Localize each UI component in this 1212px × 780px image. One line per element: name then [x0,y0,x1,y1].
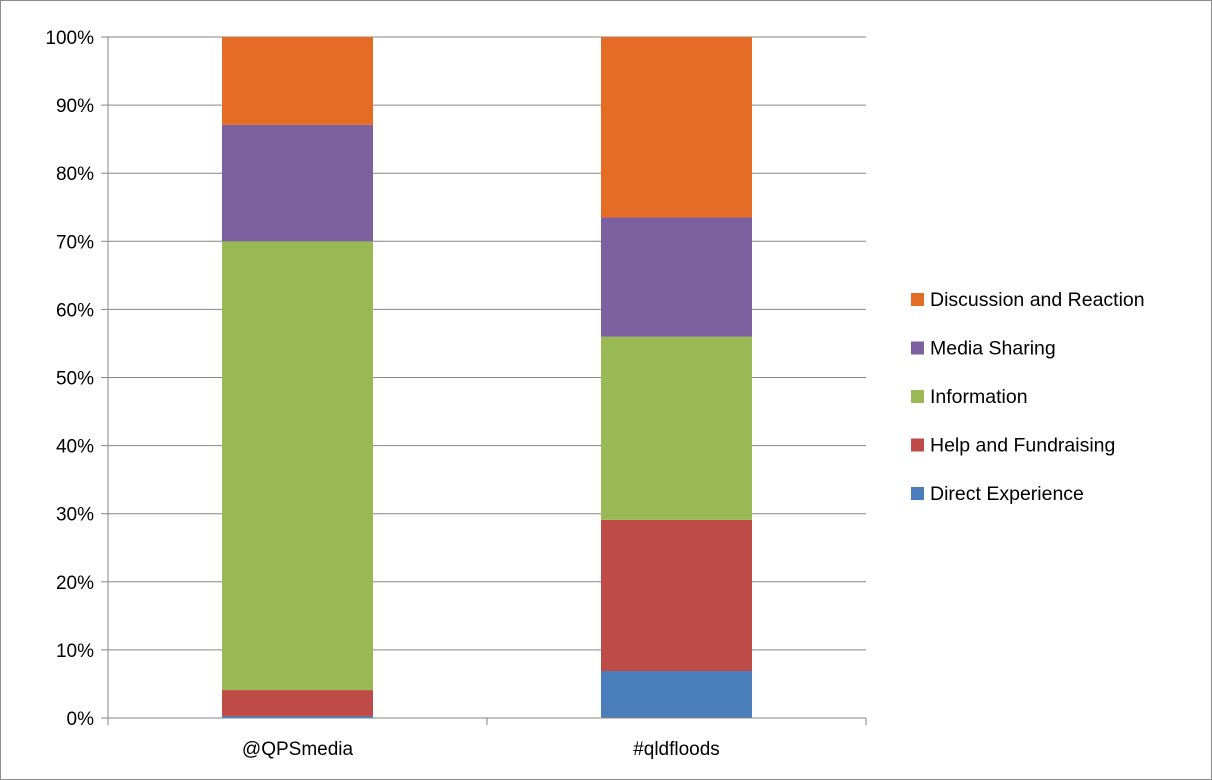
legend-swatch [911,390,924,403]
legend-label: Information [930,386,1028,408]
y-tick-label: 20% [56,573,94,594]
axes [101,36,867,725]
bar-segment-help-and-fundraising [601,519,752,672]
y-tick-label: 10% [56,641,94,662]
y-tick-label: 100% [45,28,94,49]
bar-segment-media-sharing [601,217,752,337]
y-tick-label: 90% [56,96,94,117]
bar-segment-discussion-and-reaction [222,37,373,125]
y-axis-tick-labels: 0% 10% 20% 30% 40% 50% 60% 70% 80% 90% 100% [45,28,94,730]
y-tick-label: 30% [56,505,94,526]
x-tick-label: @QPSmedia [242,739,354,760]
legend-label: Direct Experience [930,483,1084,505]
y-tick-label: 40% [56,437,94,458]
bar-segment-direct-experience [222,715,373,718]
legend-swatch [911,341,924,355]
bar-segment-direct-experience [601,671,752,718]
y-tick-label: 50% [56,369,94,390]
legend-swatch [911,487,924,500]
bar-segment-discussion-and-reaction [601,37,752,218]
legend-swatch [911,438,924,452]
bar-segment-information [222,241,373,691]
y-tick-label: 80% [56,164,94,185]
y-tick-label: 60% [56,300,94,321]
legend-label: Media Sharing [930,338,1056,360]
y-tick-label: 70% [56,232,94,253]
legend-swatch [911,293,924,306]
y-tick-label: 0% [67,709,95,730]
legend-label: Help and Fundraising [930,435,1115,457]
x-axis-tick-labels: @QPSmedia #qldfloods [242,739,720,760]
legend-label: Discussion and Reaction [930,289,1145,311]
gridlines [108,36,866,651]
bar-segment-help-and-fundraising [222,690,373,716]
bar-segment-media-sharing [222,124,373,242]
x-tick-label: #qldfloods [633,739,720,760]
bars [222,37,752,718]
legend: Discussion and Reaction Media Sharing Info… [911,289,1145,505]
bar-segment-information [601,336,752,520]
